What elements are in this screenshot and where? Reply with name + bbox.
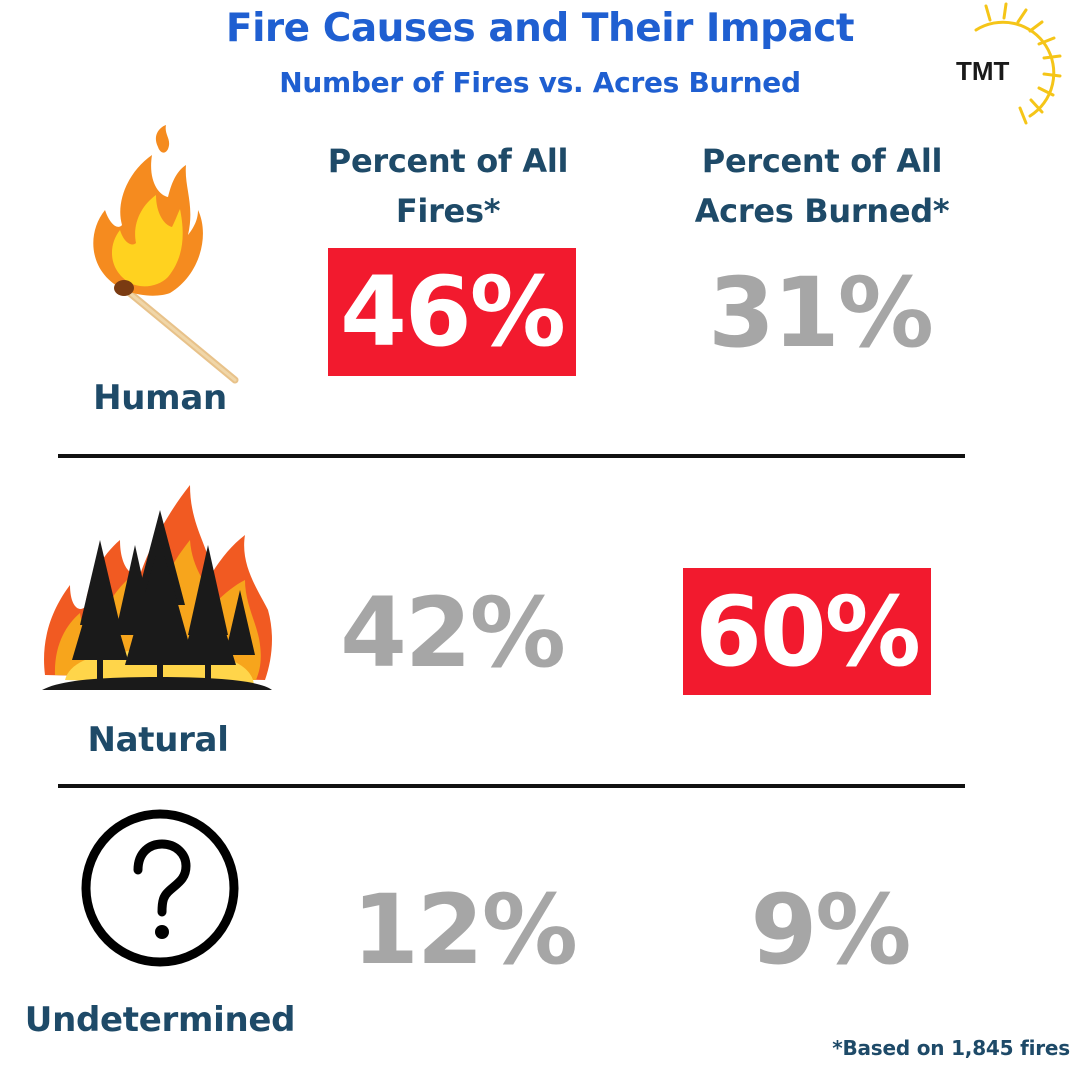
row-divider bbox=[58, 454, 965, 458]
row-label-natural: Natural bbox=[87, 720, 229, 760]
burning-match-icon bbox=[93, 125, 239, 384]
value-undetermined-fires: 12% bbox=[352, 874, 578, 986]
value-human-fires: 46% bbox=[328, 248, 576, 376]
sun-logo-icon bbox=[974, 2, 1062, 125]
row-divider bbox=[58, 784, 965, 788]
column-header-acres-line1: Percent of All bbox=[701, 142, 943, 180]
value-natural-acres: 60% bbox=[683, 568, 931, 695]
forest-fire-icon bbox=[42, 485, 272, 690]
row-label-undetermined: Undetermined bbox=[24, 1000, 296, 1040]
value-undetermined-acres: 9% bbox=[750, 874, 912, 986]
chart-title: Fire Causes and Their Impact bbox=[225, 6, 855, 51]
question-mark-circle-icon bbox=[81, 809, 239, 967]
column-header-fires-line2: Fires* bbox=[395, 192, 501, 230]
column-header-acres: Percent of All Acres Burned* bbox=[657, 136, 987, 236]
footnote: *Based on 1,845 fires bbox=[832, 1036, 1070, 1060]
chart-subtitle: Number of Fires vs. Acres Burned bbox=[279, 66, 801, 99]
value-human-acres: 31% bbox=[708, 257, 934, 369]
logo-text: TMT bbox=[956, 56, 1010, 86]
column-header-fires-line1: Percent of All bbox=[327, 142, 569, 180]
column-header-acres-line2: Acres Burned* bbox=[694, 192, 950, 230]
value-natural-fires: 42% bbox=[340, 577, 566, 689]
row-label-human: Human bbox=[93, 378, 227, 418]
column-header-fires: Percent of All Fires* bbox=[283, 136, 613, 236]
